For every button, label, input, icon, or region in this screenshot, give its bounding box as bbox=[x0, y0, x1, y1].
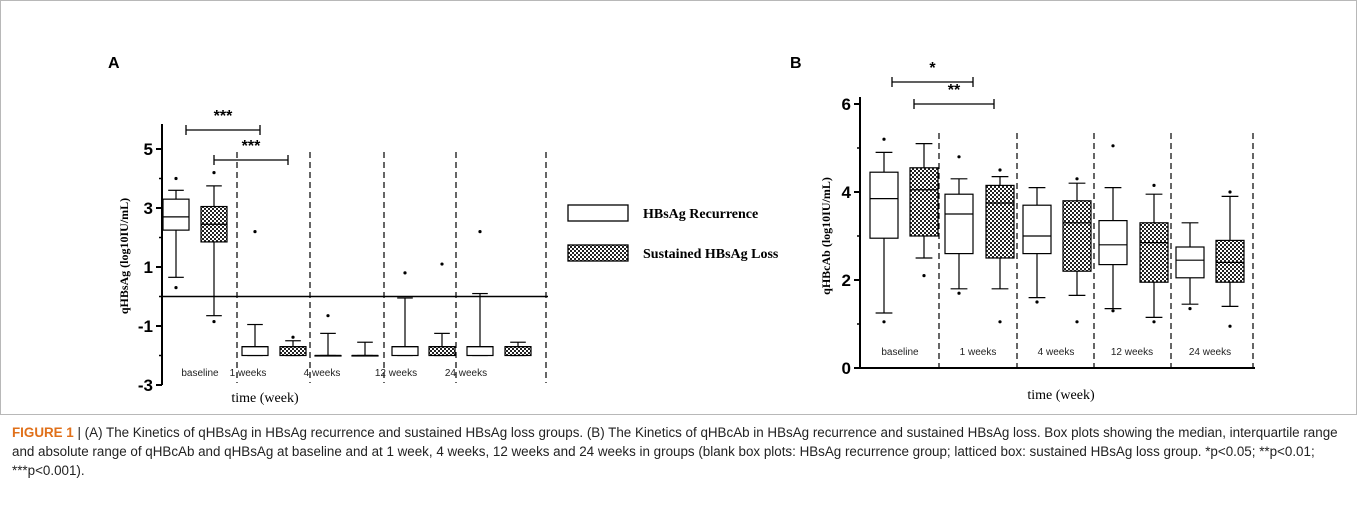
y-tick-label: 4 bbox=[842, 183, 852, 202]
legend-swatch-latticed bbox=[567, 244, 629, 262]
y-tick-label: 6 bbox=[842, 95, 851, 114]
x-axis-label: time (week) bbox=[231, 391, 299, 406]
box-recurrence bbox=[466, 346, 494, 357]
y-tick-label: 0 bbox=[842, 359, 851, 378]
box-sustained-loss bbox=[428, 346, 456, 357]
outlier-point bbox=[1111, 309, 1115, 313]
significance-label: *** bbox=[242, 138, 261, 155]
outlier-point bbox=[1152, 183, 1156, 187]
box-sustained-loss bbox=[1215, 239, 1245, 283]
outlier-point bbox=[212, 171, 216, 175]
category-label: baseline bbox=[881, 347, 919, 358]
figure-charts: A 5 3 1 -1 -3 qHBsAg (log10IU/mL) baseline 1 wee… bbox=[108, 55, 1255, 406]
category-label: 12 weeks bbox=[375, 368, 417, 379]
box-recurrence bbox=[391, 346, 419, 357]
box-recurrence bbox=[869, 171, 899, 239]
outlier-point bbox=[174, 176, 178, 181]
category-label: baseline bbox=[181, 368, 219, 379]
outlier-point bbox=[326, 314, 330, 318]
outlier-point bbox=[1228, 190, 1232, 194]
significance-label: ** bbox=[948, 82, 961, 99]
box-recurrence bbox=[241, 346, 269, 357]
legend: HBsAg Recurrence Sustained HBsAg Loss bbox=[567, 204, 779, 262]
box-recurrence bbox=[944, 193, 974, 255]
outlier-point bbox=[174, 286, 178, 290]
outlier-point bbox=[998, 320, 1002, 324]
panel-letter-a: A bbox=[108, 55, 120, 72]
outlier-point bbox=[998, 168, 1002, 172]
category-label: 12 weeks bbox=[1111, 347, 1153, 358]
box-sustained-loss bbox=[909, 167, 939, 237]
outlier-point bbox=[291, 335, 295, 339]
y-tick-label: -1 bbox=[138, 317, 153, 336]
category-label: 4 weeks bbox=[1038, 347, 1075, 358]
y-tick-label: -3 bbox=[138, 376, 153, 395]
outlier-point bbox=[478, 230, 482, 234]
outlier-point bbox=[1188, 307, 1192, 311]
outlier-point bbox=[882, 320, 886, 324]
outlier-point bbox=[882, 137, 886, 141]
figure-caption: FIGURE 1 | (A) The Kinetics of qHBsAg in… bbox=[12, 423, 1347, 480]
box-recurrence bbox=[162, 198, 190, 231]
y-axis-label: qHBcAb (log10IU/mL) bbox=[819, 177, 833, 295]
panel-b-chart: B 6 4 2 0 qHBcAb (log10IU/mL) baseline 1 weeks 4… bbox=[790, 55, 1255, 403]
box-recurrence bbox=[1022, 204, 1052, 255]
outlier-point bbox=[1111, 144, 1115, 148]
outlier-point bbox=[957, 291, 961, 295]
outlier-point bbox=[403, 271, 407, 275]
legend-label: HBsAg Recurrence bbox=[643, 207, 758, 222]
outlier-point bbox=[1152, 320, 1156, 324]
category-label: 24 weeks bbox=[445, 368, 487, 379]
category-label: 4 weeks bbox=[304, 368, 341, 379]
box-sustained-loss bbox=[279, 346, 307, 357]
x-axis-label: time (week) bbox=[1027, 388, 1095, 403]
y-tick-label: 3 bbox=[144, 199, 153, 218]
y-tick-label: 1 bbox=[144, 258, 153, 277]
panel-a-chart: A 5 3 1 -1 -3 qHBsAg (log10IU/mL) baseline 1 wee… bbox=[108, 55, 548, 406]
significance-label: * bbox=[929, 60, 936, 77]
significance-label: *** bbox=[214, 108, 233, 125]
outlier-point bbox=[1228, 324, 1232, 328]
outlier-point bbox=[922, 274, 926, 278]
legend-label: Sustained HBsAg Loss bbox=[643, 247, 779, 262]
y-axis-label: qHBsAg (log10IU/mL) bbox=[117, 198, 131, 314]
box-sustained-loss bbox=[1139, 222, 1169, 283]
outlier-point bbox=[1075, 177, 1079, 181]
figure-label: FIGURE 1 bbox=[12, 425, 74, 440]
caption-text: | (A) The Kinetics of qHBsAg in HBsAg re… bbox=[12, 425, 1338, 478]
outlier-point bbox=[1075, 320, 1079, 324]
box-sustained-loss bbox=[504, 346, 532, 357]
y-tick-label: 5 bbox=[144, 140, 153, 159]
outlier-point bbox=[212, 319, 216, 324]
box-recurrence bbox=[1098, 220, 1128, 266]
outlier-point bbox=[253, 230, 257, 234]
category-label: 24 weeks bbox=[1189, 347, 1231, 358]
category-label: 1 weeks bbox=[960, 347, 997, 358]
box-sustained-loss bbox=[1062, 200, 1092, 272]
box-recurrence bbox=[1175, 246, 1205, 279]
category-label: 1 weeks bbox=[230, 368, 267, 379]
legend-swatch-blank bbox=[567, 204, 629, 222]
outlier-point bbox=[1035, 300, 1039, 304]
y-tick-label: 2 bbox=[842, 271, 851, 290]
outlier-point bbox=[957, 155, 961, 159]
box-sustained-loss bbox=[985, 184, 1015, 259]
outlier-point bbox=[440, 262, 444, 266]
panel-letter-b: B bbox=[790, 55, 802, 72]
